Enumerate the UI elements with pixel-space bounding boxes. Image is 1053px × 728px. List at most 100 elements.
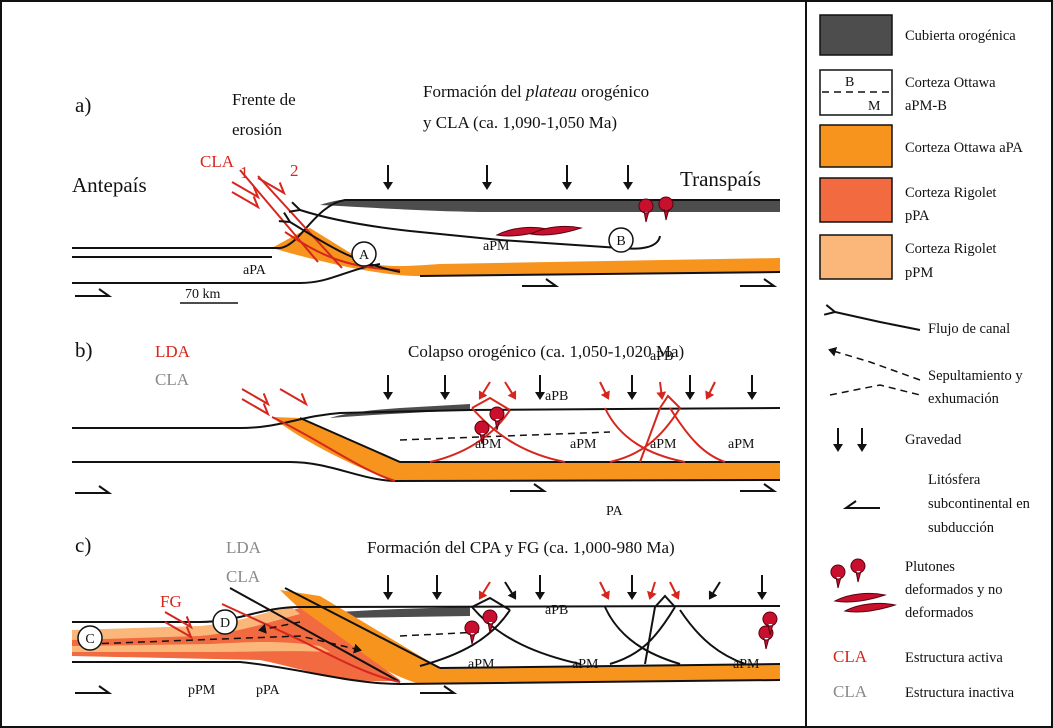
- shape-line: [660, 382, 662, 398]
- shape-path: [430, 408, 725, 462]
- legend-label: Flujo de canal: [928, 321, 1010, 337]
- shape-rect: [820, 235, 892, 279]
- shape-line: [650, 582, 655, 598]
- active-structure: FG: [160, 592, 182, 611]
- legend-symbol: CLA: [833, 647, 868, 666]
- scale-label: 70 km: [185, 287, 221, 302]
- legend-label: Estructura activa: [905, 650, 1003, 666]
- shape-rect: [1, 1, 1052, 727]
- shape-line: [480, 582, 490, 598]
- unit-label: aPM: [475, 437, 502, 452]
- shape-use: [75, 486, 109, 493]
- fault-label: CLA: [200, 152, 235, 171]
- shape-line: [600, 582, 608, 598]
- shape-g: [258, 172, 287, 193]
- legend-label: subducción: [928, 520, 995, 536]
- legend-box-mark: M: [868, 99, 881, 114]
- shape-line: [710, 582, 720, 598]
- title-part: Formación del: [423, 82, 526, 101]
- shape-use: [510, 484, 544, 491]
- unit-label: pPA: [256, 683, 281, 698]
- inactive-structure: CLA: [155, 370, 190, 389]
- shape-use: [465, 621, 479, 644]
- shape-g: [388, 165, 628, 188]
- shape-use: [846, 501, 880, 508]
- unit-label: aPM: [733, 657, 760, 672]
- shape-use: [740, 279, 774, 286]
- panel-label: c): [75, 533, 91, 557]
- legend-label: deformados: [905, 605, 974, 621]
- shape-use: [258, 172, 287, 193]
- fault-number: 2: [290, 161, 299, 180]
- legend-label: Corteza Rigolet: [905, 241, 996, 257]
- shape-path: [830, 350, 920, 380]
- annotation: Transpaís: [680, 167, 761, 191]
- unit-label: aPB: [545, 603, 568, 618]
- shape-line: [480, 382, 490, 398]
- shape-path: [835, 312, 920, 330]
- shape-path: [472, 596, 675, 610]
- diagram: a) Frente de erosión Formación del plate…: [0, 0, 1053, 728]
- shape-line: [670, 582, 678, 598]
- legend-label: pPM: [905, 265, 933, 281]
- shape-path: [472, 398, 510, 410]
- shape-use: [420, 686, 454, 693]
- fault-number: 1: [240, 163, 249, 182]
- unit-label: aPM: [468, 657, 495, 672]
- panel-title: Colapso orogénico (ca. 1,050-1,020 Ma): [408, 342, 684, 361]
- shape-use: [845, 603, 895, 612]
- legend-label: exhumación: [928, 391, 1000, 407]
- legend-label: Corteza Ottawa: [905, 75, 996, 91]
- legend-box-mark: B: [845, 75, 854, 90]
- unit-label: aPB: [650, 349, 673, 364]
- shape-use: [75, 289, 109, 296]
- marker-label: D: [220, 616, 230, 631]
- legend-label: pPA: [905, 208, 930, 224]
- shape-use: [522, 279, 556, 286]
- legend-label: Litósfera: [928, 472, 981, 488]
- unit-label: aPA: [243, 263, 267, 278]
- inactive-structure: CLA: [226, 567, 261, 586]
- legend-label: Corteza Rigolet: [905, 185, 996, 201]
- title-part: orogénico: [577, 82, 649, 101]
- legend-label: Sepultamiento y: [928, 368, 1023, 384]
- shape-rect: [820, 15, 892, 55]
- shape-path: [830, 385, 920, 395]
- marker-label: B: [616, 234, 625, 249]
- unit-label: aPM: [650, 437, 677, 452]
- shape-use: [75, 686, 109, 693]
- shape-use: [851, 559, 865, 582]
- shape-rect: [820, 125, 892, 167]
- shape-use: [831, 565, 845, 588]
- shape-g: [388, 575, 762, 598]
- marker-label: C: [85, 632, 94, 647]
- shape-use: [659, 197, 673, 220]
- unit-label: aPM: [570, 437, 597, 452]
- shape-path: [660, 396, 680, 408]
- shape-line: [505, 382, 515, 398]
- shape-g: [280, 383, 309, 404]
- annotation: Frente de: [232, 90, 296, 109]
- panel-title: Formación del CPA y FG (ca. 1,000-980 Ma…: [367, 538, 675, 557]
- shape-path: [72, 264, 380, 283]
- legend-label: deformados y no: [905, 582, 1002, 598]
- legend-label: Corteza Ottawa aPA: [905, 140, 1023, 156]
- title-part: plateau: [525, 82, 577, 101]
- shape-line: [707, 382, 715, 398]
- shape-g: [838, 428, 862, 450]
- unit-label: aPB: [545, 389, 568, 404]
- shape-g: [388, 375, 752, 398]
- legend-label: subcontinental en: [928, 496, 1031, 512]
- legend-label: Cubierta orogénica: [905, 28, 1016, 44]
- shape-rect: [820, 70, 892, 115]
- page: a) Frente de erosión Formación del plate…: [0, 0, 1053, 728]
- legend-label: Plutones: [905, 559, 955, 575]
- marker-label: A: [359, 248, 370, 263]
- unit-label: PA: [606, 504, 624, 519]
- panel-title: y CLA (ca. 1,090-1,050 Ma): [423, 113, 617, 132]
- unit-label: aPM: [483, 239, 510, 254]
- shape-line: [600, 382, 608, 398]
- shape-use: [280, 383, 309, 404]
- inactive-structure: LDA: [226, 538, 262, 557]
- shape-use: [639, 199, 653, 222]
